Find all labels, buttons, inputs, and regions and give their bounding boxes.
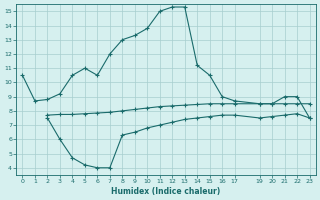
X-axis label: Humidex (Indice chaleur): Humidex (Indice chaleur) <box>111 187 221 196</box>
